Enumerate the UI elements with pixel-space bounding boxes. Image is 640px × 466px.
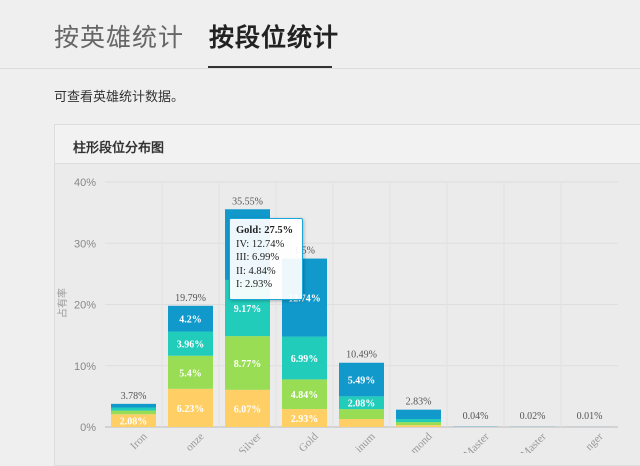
y-tick-label: 30%	[74, 238, 96, 250]
y-tick-label: 0%	[80, 422, 96, 434]
x-tick-label: Gold	[297, 430, 321, 453]
bar-segment-iii	[396, 419, 441, 422]
bar-segment-i	[339, 419, 384, 427]
total-label: 10.49%	[346, 350, 377, 361]
y-tick-label: 10%	[74, 361, 96, 373]
segment-label: 2.93%	[291, 414, 319, 425]
bar-segment-i	[396, 425, 441, 427]
segment-label: 8.77%	[234, 359, 262, 370]
x-tick-label: nger	[583, 430, 606, 453]
tooltip-line-iv: IV: 12.74%	[236, 238, 302, 252]
bar-segment-ii	[111, 411, 156, 415]
x-tick-label: Iron	[128, 430, 150, 452]
total-label: 0.01%	[577, 411, 603, 422]
segment-label: 2.08%	[120, 417, 148, 428]
segment-label: 3.96%	[177, 340, 205, 351]
total-label: 0.04%	[463, 411, 489, 422]
y-tick-label: 40%	[74, 177, 96, 189]
tooltip-line-i: I: 2.93%	[236, 278, 302, 292]
bar-segment-ii	[396, 422, 441, 425]
total-label: 35.55%	[232, 196, 263, 207]
bar-segment-iv	[111, 404, 156, 408]
chart-tooltip: Gold: 27.5% IV: 12.74% III: 6.99% II: 4.…	[229, 218, 303, 300]
rank-distribution-chart: 0% 10% 20% 30% 40% 占有率 2.08% 3.78% Iron 6.23% 5.4%…	[0, 0, 640, 453]
x-tick-label: Master	[519, 430, 549, 453]
segment-label: 4.2%	[179, 315, 202, 326]
segment-label: 4.84%	[291, 390, 319, 401]
segment-label: 9.17%	[234, 304, 262, 315]
total-label: 3.78%	[121, 391, 147, 402]
total-label: 0.02%	[520, 411, 546, 422]
segment-label: 6.07%	[234, 404, 262, 415]
segment-label: 2.08%	[348, 399, 376, 410]
segment-label: 5.49%	[348, 376, 376, 387]
x-tick-label: Silver	[237, 430, 264, 453]
tooltip-line-ii: II: 4.84%	[236, 265, 302, 279]
x-tick-label: onze	[183, 431, 206, 453]
x-tick-label: mond	[408, 430, 435, 453]
total-label: 19.79%	[175, 293, 206, 304]
total-label: 2.83%	[406, 397, 432, 408]
tooltip-line-iii: III: 6.99%	[236, 251, 302, 265]
x-tick-label: Master	[462, 430, 492, 453]
y-tick-label: 20%	[74, 300, 96, 312]
y-axis-label: 占有率	[56, 288, 69, 318]
segment-label: 6.99%	[291, 354, 319, 365]
bar-segment-ii	[339, 409, 384, 419]
bar-segment-iii	[111, 408, 156, 411]
bar-segment-iv	[396, 410, 441, 419]
segment-label: 6.23%	[177, 404, 205, 415]
tooltip-title: Gold: 27.5%	[236, 225, 293, 236]
x-tick-label: inum	[353, 430, 378, 453]
segment-label: 5.4%	[179, 368, 202, 379]
